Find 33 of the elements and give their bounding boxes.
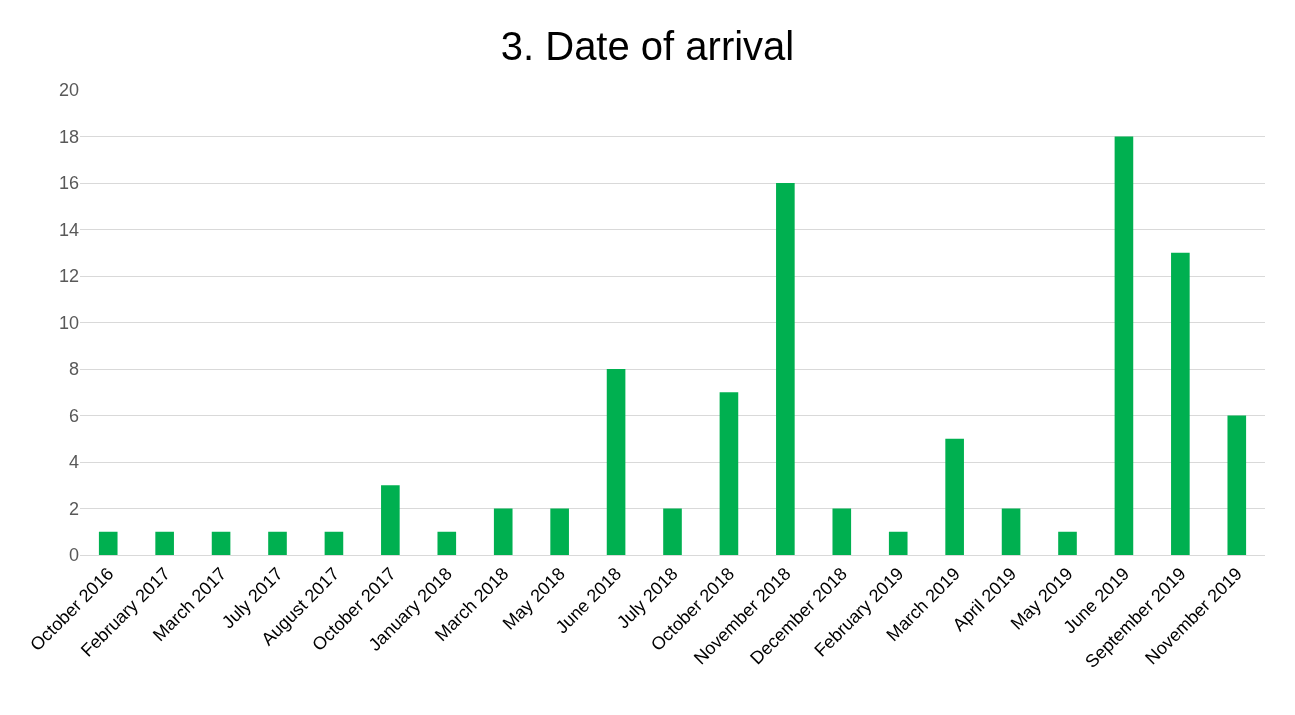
- bar: [663, 508, 682, 555]
- bar: [888, 531, 908, 555]
- y-tick-label: 14: [58, 219, 79, 240]
- y-tick-label: 18: [58, 126, 79, 147]
- bar: [945, 438, 964, 555]
- y-tick-label: 2: [68, 498, 79, 519]
- y-tick-label: 20: [58, 80, 79, 101]
- bar: [776, 183, 795, 555]
- y-tick-label: 10: [58, 312, 79, 333]
- bar: [1058, 531, 1077, 555]
- bar: [1001, 508, 1021, 555]
- y-tick-label: 6: [68, 405, 79, 426]
- y-tick-label: 16: [58, 173, 79, 194]
- y-tick-label: 8: [68, 359, 79, 380]
- bar: [381, 485, 400, 555]
- y-tick-label: 0: [68, 545, 79, 566]
- bar: [437, 531, 457, 555]
- bar: [268, 531, 287, 555]
- chart-title: 3. Date of arrival: [500, 24, 795, 69]
- bar: [719, 392, 739, 555]
- bar: [211, 531, 231, 555]
- bar: [550, 508, 569, 555]
- bar: [1114, 136, 1134, 555]
- bar: [1171, 252, 1190, 555]
- y-tick-label: 12: [58, 266, 79, 287]
- y-tick-label: 4: [68, 452, 79, 473]
- bar: [155, 531, 174, 555]
- bar: [324, 531, 344, 555]
- bar: [606, 369, 626, 555]
- bar: [98, 531, 118, 555]
- bar: [832, 508, 852, 555]
- bar: [1227, 415, 1247, 555]
- bar: [493, 508, 513, 555]
